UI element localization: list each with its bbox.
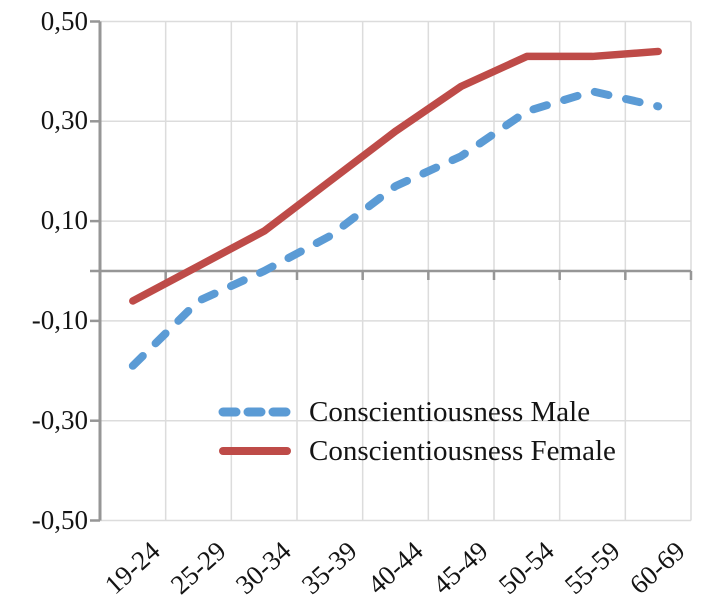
- y-tick-label: -0,30: [31, 404, 88, 435]
- y-tick-label: -0,10: [31, 304, 88, 335]
- y-tick-label: 0,10: [40, 205, 88, 236]
- legend-label-female: Conscientiousness Female: [309, 434, 616, 467]
- male-dashed-line-swatch: [218, 407, 292, 417]
- female-solid-line-swatch: [219, 447, 291, 455]
- y-tick-label: 0,30: [40, 105, 88, 136]
- legend-item-female: Conscientiousness Female: [218, 435, 616, 467]
- series-line-male: [128, 87, 663, 370]
- legend-item-male: Conscientiousness Male: [218, 396, 616, 428]
- series-line-female: [129, 47, 662, 305]
- legend-label-male: Conscientiousness Male: [309, 395, 591, 428]
- y-tick-label: 0,50: [40, 5, 88, 36]
- y-tick-label: -0,50: [31, 504, 88, 535]
- chart-legend: Conscientiousness Male Conscientiousness…: [218, 396, 616, 467]
